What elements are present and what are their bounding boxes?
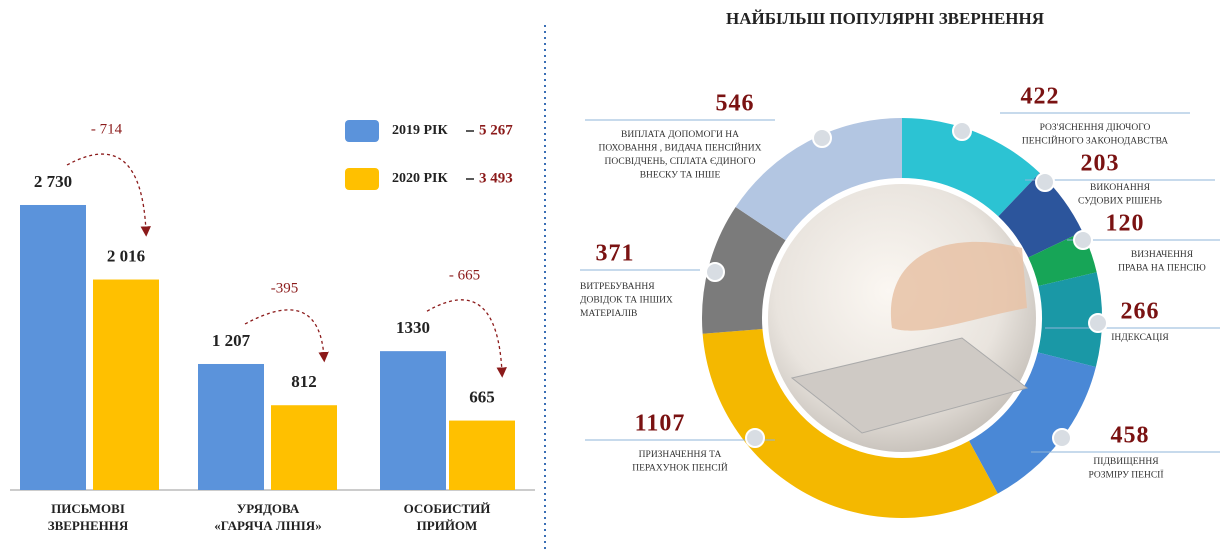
segment-label: ПЕНСІЙНОГО ЗАКОНОДАВСТВА: [1022, 135, 1168, 147]
segment-label: ВНЕСКУ ТА ІНШЕ: [640, 171, 721, 181]
legend-total: 5 267: [479, 122, 513, 138]
segment-label: ПОХОВАННЯ , ВИДАЧА ПЕНСІЙНИХ: [599, 142, 762, 154]
segment-value: 371: [596, 241, 635, 267]
segment-label: РОЗ'ЯСНЕННЯ ДІЮЧОГО: [1040, 123, 1151, 133]
infographic: НАЙБІЛЬШ ПОПУЛЯРНІ ЗВЕРНЕННЯ ПИСЬМОВІ ЗВЕ…: [0, 0, 1220, 556]
legend-label: 2019 РІК: [392, 123, 449, 138]
segment-label: СУДОВИХ РІШЕНЬ: [1078, 197, 1162, 207]
connector-dot: [1053, 429, 1071, 447]
segment-label: ВИКОНАННЯ: [1090, 183, 1151, 193]
connector-dot: [1089, 314, 1107, 332]
connector-dot: [1036, 173, 1054, 191]
segment-label: ПРАВА НА ПЕНСІЮ: [1118, 264, 1206, 274]
connector-dot: [706, 263, 724, 281]
segment-label: ПРИЗНАЧЕННЯ ТА: [639, 450, 722, 460]
value-label: 812: [291, 372, 317, 391]
connector-dot: [746, 429, 764, 447]
bar: [380, 351, 446, 490]
segment-value: 203: [1081, 151, 1120, 177]
segment-value: 120: [1106, 211, 1145, 237]
bar: [271, 405, 337, 490]
legend-swatch: [345, 168, 379, 190]
category-label: ПРИЙОМ: [417, 518, 478, 533]
connector-dot: [813, 129, 831, 147]
difference-label: - 665: [449, 268, 480, 284]
value-label: 1330: [396, 318, 430, 337]
bar: [449, 421, 515, 490]
difference-label: -395: [271, 280, 299, 296]
segment-label: РОЗМІРУ ПЕНСІЇ: [1089, 469, 1164, 481]
category-label: «ГАРЯЧА ЛІНІЯ»: [214, 518, 321, 533]
connector-dot: [1074, 231, 1092, 249]
difference-label: - 714: [91, 121, 123, 137]
segment-label: ІНДЕКСАЦІЯ: [1111, 333, 1169, 343]
category-label: ОСОБИСТИЙ: [404, 501, 491, 516]
segment-value: 546: [716, 91, 755, 117]
segment-label: ВИПЛАТА ДОПОМОГИ НА: [621, 130, 739, 140]
segment-label: ПЕРАХУНОК ПЕНСІЙ: [632, 462, 728, 474]
segment-label: ПІДВИЩЕННЯ: [1093, 457, 1159, 467]
segment-label: ВИЗНАЧЕННЯ: [1131, 250, 1194, 260]
connector-dot: [953, 122, 971, 140]
legend-total: 3 493: [479, 170, 513, 186]
category-label: ПИСЬМОВІ: [51, 501, 125, 516]
segment-label: МАТЕРІАЛІВ: [580, 309, 637, 319]
bar: [198, 364, 264, 490]
legend-label: 2020 РІК: [392, 171, 449, 186]
segment-value: 1107: [635, 411, 686, 437]
value-label: 665: [469, 387, 495, 406]
category-label: ЗВЕРНЕННЯ: [48, 518, 129, 533]
value-label: 1 207: [212, 331, 251, 350]
category-label: УРЯДОВА: [237, 501, 300, 516]
legend-swatch: [345, 120, 379, 142]
segment-value: 422: [1021, 84, 1060, 110]
value-label: 2 730: [34, 172, 72, 191]
segment-label: ДОВІДОК ТА ІНШИХ: [580, 296, 673, 306]
segment-label: ВИТРЕБУВАННЯ: [580, 282, 655, 292]
segment-value: 458: [1111, 423, 1150, 449]
donut-title: НАЙБІЛЬШ ПОПУЛЯРНІ ЗВЕРНЕННЯ: [726, 9, 1044, 28]
segment-value: 266: [1121, 299, 1160, 325]
difference-arrow: [245, 310, 324, 357]
bar: [20, 205, 86, 490]
segment-label: ПОСВІДЧЕНЬ, СПЛАТА ЄДИНОГО: [605, 157, 756, 167]
bar: [93, 280, 159, 490]
value-label: 2 016: [107, 246, 145, 265]
